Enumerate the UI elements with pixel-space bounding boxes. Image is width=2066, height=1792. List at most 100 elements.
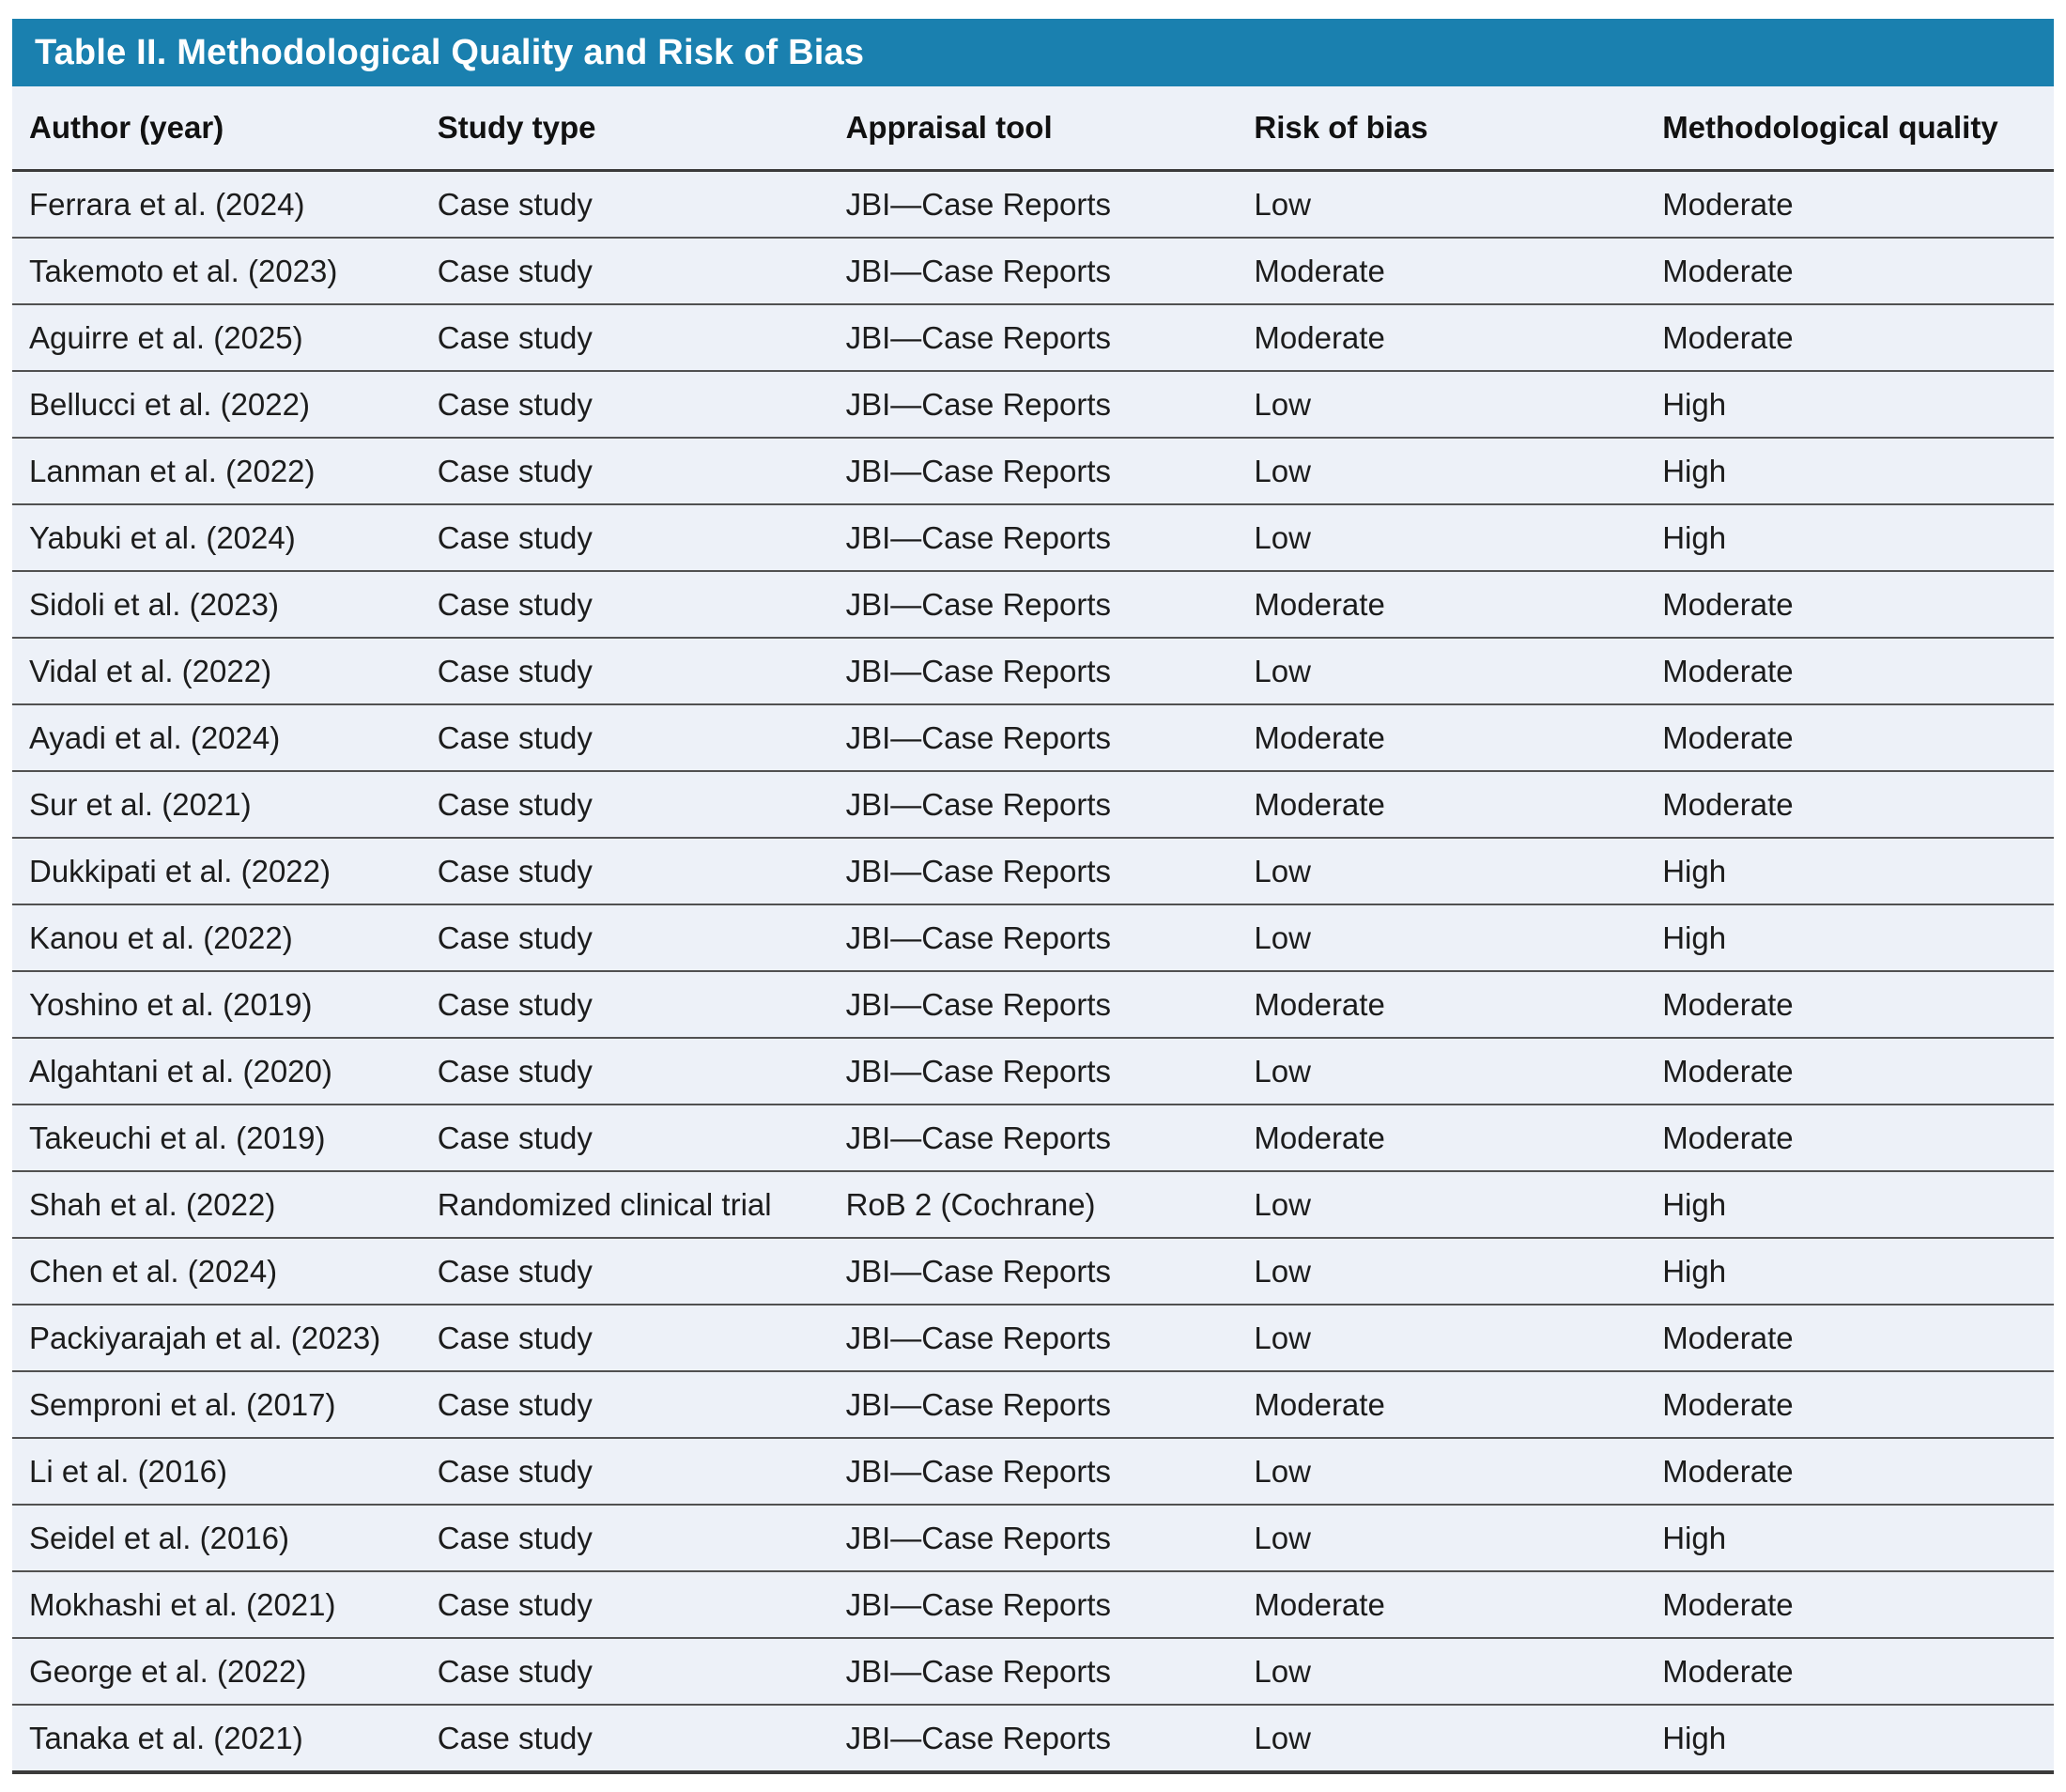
table-cell: JBI—Case Reports xyxy=(828,504,1238,572)
table-cell: JBI—Case Reports xyxy=(828,238,1238,305)
table-row: Vidal et al. (2022) Case study JBI—Case Re… xyxy=(12,638,2054,705)
table-cell: Case study xyxy=(420,438,829,505)
table-cell: Case study xyxy=(420,504,829,572)
header-row: Author (year) Study type Appraisal tool Ris… xyxy=(12,86,2054,172)
table-cell: Moderate xyxy=(1645,771,2054,839)
table-cell: Case study xyxy=(420,1038,829,1105)
table-cell: Case study xyxy=(420,371,829,439)
table-cell: Case study xyxy=(420,771,829,839)
table-row: Packiyarajah et al. (2023) Case study JBI—… xyxy=(12,1305,2054,1372)
table-cell: Moderate xyxy=(1237,704,1646,772)
table-row: Aguirre et al. (2025) Case study JBI—Case … xyxy=(12,304,2054,372)
table-cell: Moderate xyxy=(1645,1038,2054,1105)
table-row: Ferrara et al. (2024) Case study JBI—Case … xyxy=(12,170,2054,239)
table-cell: Dukkipati et al. (2022) xyxy=(12,838,421,905)
table-row: Semproni et al. (2017) Case study JBI—Case… xyxy=(12,1371,2054,1439)
table-row: Lanman et al. (2022) Case study JBI—Case R… xyxy=(12,438,2054,505)
table-cell: Case study xyxy=(420,704,829,772)
table-cell: Li et al. (2016) xyxy=(12,1438,421,1506)
table-cell: Case study xyxy=(420,238,829,305)
table-cell: JBI—Case Reports xyxy=(828,1305,1238,1372)
table-row: Algahtani et al. (2020) Case study JBI—Cas… xyxy=(12,1038,2054,1105)
table-cell: Case study xyxy=(437,1720,593,1755)
table-cell: Ayadi et al. (2024) xyxy=(12,704,421,772)
table-cell: JBI—Case Reports xyxy=(828,1038,1238,1105)
table-cell: Case study xyxy=(420,304,829,372)
table-cell: Low xyxy=(1237,504,1646,572)
table-cell: JBI—Case Reports xyxy=(828,838,1238,905)
table-cell: Low xyxy=(1237,170,1646,239)
table-cell: Case study xyxy=(420,571,829,639)
table-cell: Low xyxy=(1237,1238,1646,1305)
quality-table-card: Table II. Methodological Quality and Ris… xyxy=(12,19,2054,1774)
table-cell: Algahtani et al. (2020) xyxy=(12,1038,421,1105)
table-row: Takemoto et al. (2023) Case study JBI—Case… xyxy=(12,238,2054,305)
table-cell: RoB 2 (Cochrane) xyxy=(828,1171,1238,1239)
table-cell: Kanou et al. (2022) xyxy=(12,904,421,972)
table-cell: JBI—Case Reports xyxy=(828,1571,1238,1639)
table-cell: Moderate xyxy=(1645,638,2054,705)
table-cell: High xyxy=(1645,371,2054,439)
table-cell: Shah et al. (2022) xyxy=(12,1171,421,1239)
table-cell: JBI—Case Reports xyxy=(828,1638,1238,1706)
table-cell: High xyxy=(1645,504,2054,572)
table-cell: Case study xyxy=(420,1505,829,1572)
table-cell: Sidoli et al. (2023) xyxy=(12,571,421,639)
table-row: George et al. (2022) Case study JBI—Case R… xyxy=(12,1638,2054,1706)
table-cell: Moderate xyxy=(1237,971,1646,1039)
table-cell: Mokhashi et al. (2021) xyxy=(12,1571,421,1639)
table-cell: Low xyxy=(1237,1638,1646,1706)
table-cell: JBI—Case Reports xyxy=(828,371,1238,439)
table-cell: Moderate xyxy=(1645,1438,2054,1506)
table-title: Table II. Methodological Quality and Ris… xyxy=(35,32,865,72)
table-cell: Case study xyxy=(420,1371,829,1439)
table-cell: Case study xyxy=(420,1238,829,1305)
table-cell: Low xyxy=(1237,371,1646,439)
table-row: Seidel et al. (2016) Case study JBI—Case R… xyxy=(12,1505,2054,1572)
table-cell: Takeuchi et al. (2019) xyxy=(12,1105,421,1172)
table-cell: Bellucci et al. (2022) xyxy=(12,371,421,439)
table-cell: JBI—Case Reports xyxy=(828,438,1238,505)
table-cell: Ferrara et al. (2024) xyxy=(12,170,421,239)
table-cell: JBI—Case Reports xyxy=(828,1105,1238,1172)
table-cell: Case study xyxy=(420,904,829,972)
table-cell: Randomized clinical trial xyxy=(420,1171,829,1239)
table-cell: High xyxy=(1645,838,2054,905)
table-cell: JBI—Case Reports xyxy=(828,771,1238,839)
table-cell: George et al. (2022) xyxy=(12,1638,421,1706)
table-cell: Case study xyxy=(420,971,829,1039)
table-cell: Low xyxy=(1237,638,1646,705)
table-cell: JBI—Case Reports xyxy=(828,971,1238,1039)
table-head: Author (year) Study type Appraisal tool Ris… xyxy=(12,86,2054,172)
table-cell: Low xyxy=(1237,1438,1646,1506)
table-row: Kanou et al. (2022) Case study JBI—Case Re… xyxy=(12,904,2054,972)
table-cell: Seidel et al. (2016) xyxy=(12,1505,421,1572)
table-cell: JBI—Case Reports xyxy=(828,1505,1238,1572)
table-cell: Moderate xyxy=(1645,1371,2054,1439)
table-cell: Packiyarajah et al. (2023) xyxy=(12,1305,421,1372)
table-cell: Moderate xyxy=(1237,1371,1646,1439)
table-cell: Moderate xyxy=(1237,304,1646,372)
table-cell: Low xyxy=(1237,1038,1646,1105)
table-cell: Case study xyxy=(420,638,829,705)
table-cell: Sur et al. (2021) xyxy=(12,771,421,839)
table-cell: Moderate xyxy=(1237,771,1646,839)
column-header-risk-of-bias: Risk of bias xyxy=(1237,86,1646,172)
table-body: Ferrara et al. (2024) Case study JBI—Case … xyxy=(12,170,2054,1773)
table-cell: Yoshino et al. (2019) xyxy=(12,971,421,1039)
table-cell: Moderate xyxy=(1645,1571,2054,1639)
table-row: Bellucci et al. (2022) Case study JBI—Case… xyxy=(12,371,2054,439)
table-cell: Low xyxy=(1237,1305,1646,1372)
table-row: Yabuki et al. (2024) Case study JBI—Case R… xyxy=(12,504,2054,572)
table-row: Dukkipati et al. (2022) Case study JBI—Cas… xyxy=(12,838,2054,905)
table-cell: Low xyxy=(1237,904,1646,972)
table-cell: Moderate xyxy=(1645,704,2054,772)
table-cell: Moderate xyxy=(1645,1105,2054,1172)
table-cell: Case study xyxy=(420,1305,829,1372)
table-cell: Moderate xyxy=(1645,170,2054,239)
table-row: Chen et al. (2024) Case study JBI—Case Rep… xyxy=(12,1238,2054,1305)
table-cell: Low xyxy=(1254,1720,1311,1755)
column-header-methodological-quality: Methodological quality xyxy=(1645,86,2054,172)
table-cell: Takemoto et al. (2023) xyxy=(12,238,421,305)
